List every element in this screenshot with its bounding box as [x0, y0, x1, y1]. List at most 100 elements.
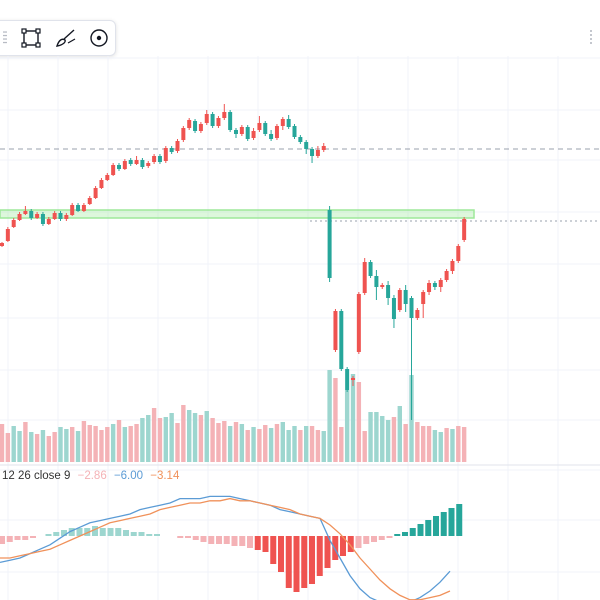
volume-bar	[309, 426, 315, 462]
candle-body	[409, 298, 414, 318]
macd-histogram-bar	[53, 532, 60, 536]
volume-bar	[339, 427, 344, 462]
target-tool-button[interactable]	[85, 24, 113, 52]
right-toolbar	[560, 20, 600, 54]
macd-histogram-bar	[324, 536, 331, 568]
volume-bar	[134, 424, 139, 462]
macd-histogram-bar	[448, 508, 455, 536]
volume-bar	[461, 427, 467, 462]
macd-histogram-bar	[440, 512, 447, 536]
candle-body	[245, 127, 250, 139]
candle-body	[11, 220, 16, 227]
macd-histogram-bar	[115, 528, 122, 536]
candle-body	[327, 210, 332, 278]
volume-bar	[315, 430, 321, 462]
volume-bar	[0, 424, 5, 462]
volume-bar	[29, 432, 34, 462]
volume-bar	[298, 430, 303, 462]
volume-bar	[70, 427, 75, 462]
top-bar	[0, 0, 600, 20]
candle-body	[333, 311, 338, 350]
rectangle-tool-button[interactable]	[17, 24, 45, 52]
volume-bar	[257, 429, 262, 462]
signal-line	[0, 497, 451, 600]
candle-body	[292, 126, 297, 137]
volume-bar	[198, 415, 204, 462]
volume-bar	[432, 430, 438, 462]
macd-histogram-bar	[138, 532, 145, 536]
candle-body	[450, 261, 455, 271]
candle-body	[46, 219, 51, 224]
candle-body	[99, 180, 104, 188]
macd-histogram-bar	[293, 536, 300, 592]
candle-body	[380, 285, 385, 287]
volume-bar	[362, 431, 367, 462]
candle-body	[111, 165, 116, 175]
macd-histogram-bar	[30, 536, 36, 538]
candle-body	[35, 214, 40, 218]
macd-histogram-bar	[216, 536, 222, 544]
candle-body	[175, 141, 180, 151]
volume-bar	[157, 418, 163, 462]
macd-line-value: −6.00	[113, 470, 144, 482]
candle-body	[193, 121, 198, 131]
volume-bar	[64, 429, 69, 462]
candle-body	[269, 134, 274, 139]
volume-bar	[274, 424, 280, 462]
candle-body	[263, 123, 268, 134]
macd-histogram-value: −2.86	[77, 470, 107, 482]
volume-bar	[128, 426, 133, 462]
macd-histogram-bar	[301, 536, 308, 588]
drag-handle-icon[interactable]	[3, 31, 7, 45]
brush-tool-button[interactable]	[52, 24, 80, 52]
macd-histogram-bar	[200, 536, 207, 542]
volume-bar	[222, 421, 227, 462]
candle-body	[58, 213, 63, 219]
volume-bar	[204, 411, 209, 462]
candle-body	[152, 156, 157, 162]
volume-bar	[151, 408, 157, 462]
candle-body	[146, 163, 151, 166]
volume-bar	[333, 378, 338, 462]
candle-body	[181, 128, 186, 140]
macd-histogram-bar	[123, 530, 129, 536]
volume-bar	[403, 424, 408, 462]
volume-bar	[81, 421, 87, 462]
volume-bar	[187, 410, 192, 462]
volume-bar	[356, 382, 362, 462]
volume-bar	[140, 418, 145, 462]
volume-bar	[175, 423, 180, 462]
volume-bar	[181, 405, 186, 462]
candle-body	[368, 262, 373, 276]
candle-body	[122, 161, 127, 169]
volume-bar	[75, 431, 81, 462]
volume-bar	[23, 422, 28, 462]
volume-bar	[58, 427, 63, 462]
volume-bar	[11, 426, 16, 462]
more-icon[interactable]	[586, 20, 596, 54]
brush-icon	[55, 29, 76, 47]
macd-histogram-bar	[231, 536, 238, 546]
macd-histogram-bar	[0, 536, 5, 544]
macd-histogram-bar	[386, 536, 393, 538]
candle-body	[5, 229, 10, 241]
volume-bar	[17, 431, 22, 462]
candle-body	[391, 298, 396, 319]
volume-bar	[87, 425, 92, 462]
candle-body	[239, 127, 244, 134]
volume-bar	[444, 428, 449, 462]
candle-body	[163, 148, 168, 161]
macd-histogram-bar	[154, 534, 160, 536]
macd-histogram-bar	[192, 536, 199, 540]
volume-bar	[327, 370, 332, 462]
candle-body	[52, 213, 57, 219]
macd-legend: 12 26 close 9 −2.86 −6.00 −3.14	[2, 470, 183, 482]
macd-line	[0, 495, 451, 600]
macd-histogram-bar	[371, 536, 377, 542]
candle-body	[87, 198, 92, 204]
macd-histogram-bar	[6, 536, 13, 542]
volume-bar	[456, 426, 461, 462]
macd-histogram-bar	[239, 536, 246, 546]
macd-histogram-bar	[177, 536, 184, 538]
